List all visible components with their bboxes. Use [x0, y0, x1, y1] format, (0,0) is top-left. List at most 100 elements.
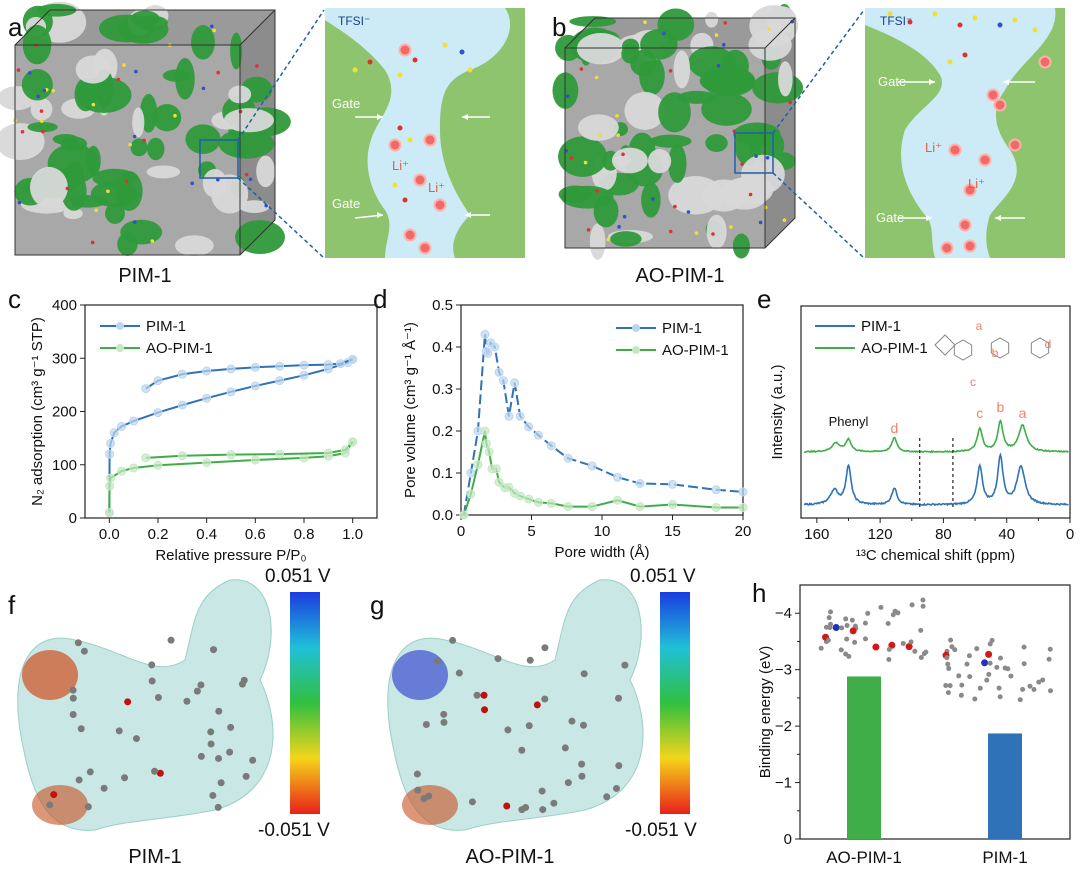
- atom: [964, 661, 970, 667]
- pore-surface: [21, 69, 53, 101]
- d-aopim1-point: [635, 502, 645, 512]
- pore-surface: [766, 6, 797, 34]
- pore-surface: [132, 107, 145, 138]
- y-tick-label: 0: [69, 510, 77, 527]
- pore-surface: [76, 76, 132, 114]
- c-AO-PIM-1-des-line: [145, 441, 354, 459]
- c-PIM-1-ads-point: [129, 416, 139, 426]
- plot-frame-c: [84, 304, 378, 519]
- pore-surface: [120, 219, 163, 245]
- atom: [849, 617, 855, 623]
- atom: [912, 648, 918, 654]
- atom: [134, 69, 138, 74]
- atom: [823, 624, 829, 630]
- atom: [249, 756, 257, 764]
- atom: [905, 643, 913, 651]
- atom: [852, 623, 858, 629]
- c-PIM-1-des-point: [226, 364, 236, 374]
- zoom-box-a: [199, 139, 239, 179]
- gate-arrow-head: [929, 79, 935, 85]
- pore-surface: [701, 92, 752, 126]
- atom: [825, 637, 831, 643]
- c-PIM-1-des-point: [141, 384, 151, 394]
- d-aopim1-point: [534, 497, 544, 507]
- y-tick-label: 200: [52, 404, 77, 421]
- atom: [621, 661, 629, 669]
- tfsi-atom: [932, 11, 938, 17]
- tfsi-atom: [442, 42, 448, 48]
- c-PIM-1-ads-point: [153, 408, 163, 418]
- tfsi-atom: [957, 22, 963, 28]
- atom: [994, 664, 1000, 670]
- atom: [603, 793, 611, 801]
- atom: [788, 100, 792, 105]
- x-axis-label: ¹³C chemical shift (ppm): [856, 547, 1015, 564]
- atom: [579, 721, 587, 729]
- atom: [944, 655, 950, 661]
- atom: [264, 203, 268, 208]
- plot-frame-h: [799, 584, 1071, 840]
- x-tick-label: 0.4: [196, 526, 217, 543]
- gate-arrow-head: [377, 114, 383, 120]
- li-ion: [978, 153, 992, 167]
- atom: [1048, 688, 1054, 694]
- atom: [997, 655, 1003, 661]
- atom: [226, 748, 234, 756]
- atom: [41, 129, 45, 134]
- c-PIM-1-ads-point: [202, 393, 212, 403]
- atom: [481, 706, 489, 714]
- atom: [878, 604, 884, 610]
- d-pim1-point: [738, 487, 748, 497]
- x-tick-label: 0.6: [245, 526, 266, 543]
- panel-b-label: b: [552, 12, 567, 42]
- d-pim1-point: [534, 430, 544, 440]
- atom: [244, 172, 249, 177]
- atom: [51, 88, 56, 93]
- c-AO-PIM-1-ads-point: [106, 473, 116, 483]
- tfsi-atom: [997, 22, 1003, 28]
- tfsi-atom: [407, 137, 413, 143]
- atom: [673, 204, 677, 209]
- legend-label-ao-pim-1: AO-PIM-1: [861, 340, 928, 357]
- d-pim1-point: [510, 378, 520, 388]
- atom: [615, 762, 623, 770]
- gate-label-b-bottom: Gate: [876, 210, 905, 225]
- x-tick-label: 0: [457, 523, 465, 540]
- e-pim1-spectrum: [803, 452, 1069, 507]
- atom: [128, 142, 133, 147]
- c-PIM-1-ads-line: [108, 358, 354, 513]
- tfsi-atom: [962, 52, 968, 58]
- x-tick-label: 0.2: [148, 526, 169, 543]
- y-tick-label: 400: [52, 297, 77, 314]
- x-axis-label: Relative pressure P/P₀: [155, 547, 306, 564]
- atom: [862, 620, 868, 626]
- pore-surface: [85, 145, 101, 176]
- atom: [987, 660, 993, 666]
- pore-surface: [732, 233, 750, 259]
- c-AO-PIM-1-ads-point: [250, 455, 260, 465]
- panel-f-label: f: [8, 590, 16, 620]
- pore-surface: [223, 108, 274, 133]
- d-aopim1-point: [613, 495, 623, 505]
- atom: [550, 799, 558, 807]
- atom: [210, 646, 218, 654]
- pore-surface: [705, 11, 718, 28]
- pore-surface: [569, 16, 617, 27]
- atom: [122, 63, 126, 67]
- pim1-structure: [934, 334, 1050, 361]
- pore-surface: [748, 29, 792, 61]
- atom: [900, 640, 906, 646]
- atom: [714, 33, 719, 37]
- tfsi-atom: [397, 72, 403, 78]
- y-tick-label: 300: [52, 350, 77, 367]
- c-AO-PIM-1-des-point: [177, 451, 187, 461]
- atom: [722, 42, 726, 47]
- atom: [966, 653, 972, 659]
- pore-surface: [75, 55, 111, 84]
- li-label-a1: Li⁺: [392, 158, 409, 173]
- atom: [541, 644, 549, 652]
- schematic-a: [325, 8, 525, 258]
- c-AO-PIM-1-ads-point: [117, 466, 126, 476]
- li-ion: [403, 228, 417, 242]
